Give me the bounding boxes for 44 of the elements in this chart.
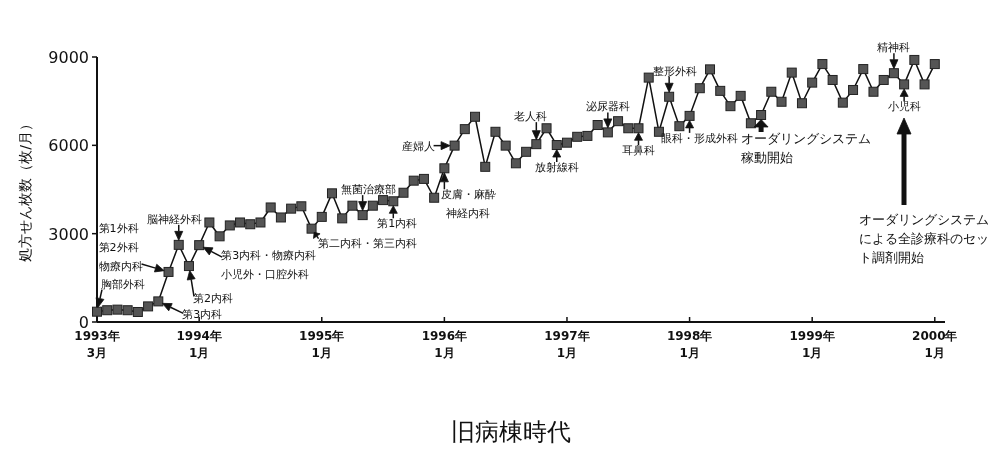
annotation: 耳鼻科 bbox=[622, 132, 655, 158]
annotation: 眼科・形成外科 bbox=[661, 120, 739, 145]
annotation: 精神科 bbox=[877, 41, 911, 55]
annotation: 耳鼻科 bbox=[621, 144, 655, 158]
x-tick-label: 1993年 3月 bbox=[74, 329, 120, 360]
annotation: 旧病棟時代 bbox=[451, 418, 571, 446]
annotation: 第1外科第2外科物療内科 bbox=[98, 221, 143, 273]
annotation: 胸部外科 bbox=[95, 277, 145, 308]
annotation: 第二内科・第三内科 bbox=[317, 236, 417, 250]
annotation: 第3内科 bbox=[182, 308, 223, 322]
annotation: オーダリングシステム稼動開始 bbox=[741, 119, 872, 165]
annotation: 放射線科 bbox=[534, 161, 579, 175]
annotation: 小児科 bbox=[887, 88, 921, 114]
x-tick-label: 1997年 1月 bbox=[544, 329, 590, 360]
annotation: 老人科 bbox=[513, 110, 547, 124]
x-tick-label: 1998年 1月 bbox=[666, 329, 713, 360]
x-tick-label: 1994年 1月 bbox=[176, 329, 222, 360]
annotation: 産婦人 bbox=[401, 139, 435, 153]
y-tick-label: 3000 bbox=[48, 224, 89, 244]
y-axis-title: 処方せん枚数（枚/月） bbox=[17, 117, 33, 262]
annotation: 精神科 bbox=[877, 41, 911, 70]
annotation: 第3内科・物療内科小児外・口腔外科 bbox=[221, 249, 317, 282]
annotation: 胸部外科 bbox=[101, 277, 145, 291]
annotation: 整形外科 bbox=[653, 64, 698, 78]
annotation: 無菌治療部 bbox=[341, 183, 397, 197]
annotation: 泌尿器科 bbox=[585, 100, 630, 114]
annotation: 皮膚・麻酔神経内科 bbox=[439, 172, 496, 221]
annotation: 泌尿器科 bbox=[585, 100, 630, 129]
annotation: 産婦人 bbox=[401, 139, 451, 153]
x-tick-label: 1996年 1月 bbox=[421, 329, 468, 360]
y-tick-label: 0 bbox=[78, 313, 89, 332]
y-tick-label: 9000 bbox=[48, 48, 89, 67]
annotation: 皮膚・麻酔神経内科 bbox=[440, 188, 496, 221]
x-tick-label: 1995年 1月 bbox=[299, 329, 345, 360]
x-tick-label: 1999年 1月 bbox=[789, 329, 835, 360]
y-tick-label: 6000 bbox=[48, 136, 89, 156]
annotation: 眼科・形成外科 bbox=[661, 131, 739, 145]
annotation: 整形外科 bbox=[653, 64, 698, 93]
annotation: 第1内科 bbox=[377, 217, 418, 231]
annotation: 老人科 bbox=[513, 110, 547, 141]
annotation: 小児科 bbox=[887, 100, 921, 114]
annotation: 放射線科 bbox=[534, 149, 579, 175]
annotation: オーダリングシステム稼動開始 bbox=[741, 131, 872, 166]
x-tick-label: 2000年 1月 bbox=[912, 329, 958, 360]
